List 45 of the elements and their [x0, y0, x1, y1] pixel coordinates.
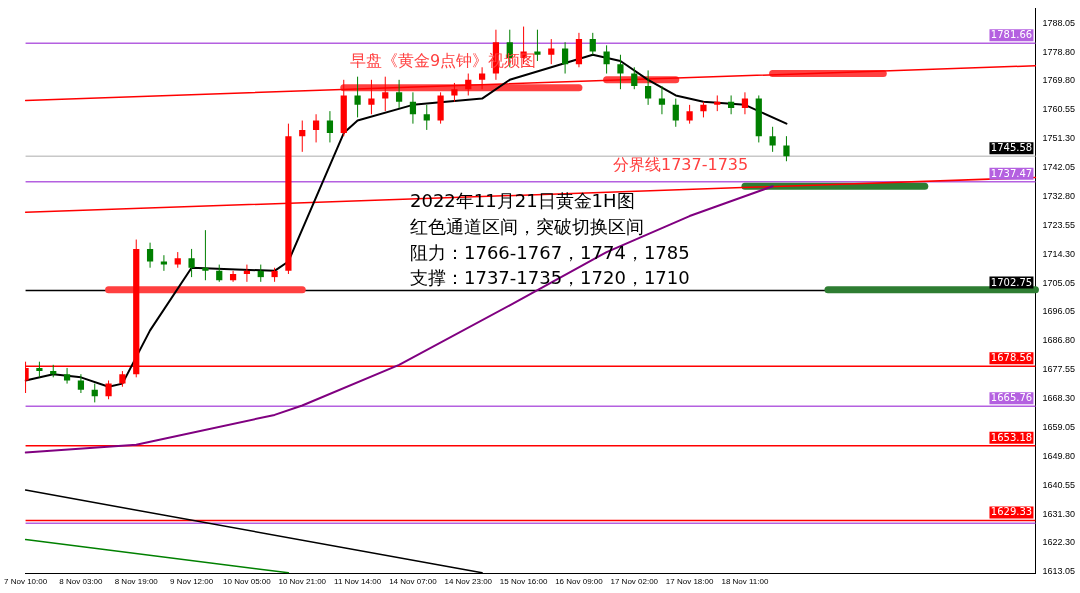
y-tick-label: 1640.55	[1042, 479, 1076, 490]
y-tick-label: 1760.55	[1042, 103, 1076, 114]
ref-line-label: 1653.18	[990, 431, 1033, 443]
annotation: 红色通道区间，突破切换区间	[410, 216, 644, 237]
y-tick-label: 1659.05	[1042, 421, 1076, 432]
y-tick-label: 1696.05	[1042, 305, 1076, 316]
x-tick-label: 18 Nov 11:00	[721, 577, 769, 587]
x-tick-label: 14 Nov 07:00	[389, 577, 438, 587]
x-tick-label: 9 Nov 12:00	[170, 577, 214, 587]
x-tick-label: 15 Nov 16:00	[499, 577, 548, 587]
x-tick-label: 11 Nov 14:00	[334, 577, 382, 587]
x-tick-label: 14 Nov 23:00	[444, 577, 493, 587]
y-tick-label: 1613.05	[1042, 565, 1076, 576]
ref-line-label: 1665.76	[990, 392, 1033, 404]
y-tick-label: 1686.80	[1042, 334, 1076, 345]
x-tick-label: 10 Nov 05:00	[223, 577, 272, 587]
y-tick-label: 1677.55	[1042, 363, 1076, 374]
y-tick-label: 1751.30	[1042, 132, 1076, 143]
x-tick-label: 7 Nov 10:00	[4, 577, 48, 587]
y-tick-label: 1732.80	[1042, 190, 1076, 201]
x-tick-label: 8 Nov 03:00	[59, 577, 104, 587]
ref-line-label: 1678.56	[990, 352, 1033, 364]
x-tick-label: 17 Nov 02:00	[610, 577, 659, 587]
y-tick-label: 1788.05	[1042, 17, 1076, 28]
y-tick-label: 1742.05	[1042, 161, 1076, 172]
annotation: 支撑：1737-1735，1720，1710	[410, 267, 690, 288]
ref-line-label: 1745.58	[990, 142, 1033, 154]
ref-line-label: 1737.47	[990, 167, 1033, 179]
y-tick-label: 1649.80	[1042, 450, 1076, 461]
ref-line-label: 1781.66	[990, 29, 1033, 41]
x-tick-label: 8 Nov 19:00	[114, 577, 159, 587]
y-tick-label: 1714.30	[1042, 248, 1076, 259]
y-tick-label: 1705.05	[1042, 277, 1076, 288]
ref-line-label: 1702.75	[990, 276, 1033, 288]
y-tick-label: 1778.80	[1042, 46, 1076, 57]
annotation: 分界线1737-1735	[613, 155, 749, 174]
x-tick-label: 10 Nov 21:00	[278, 577, 327, 587]
y-tick-label: 1723.55	[1042, 219, 1076, 230]
x-tick-label: 16 Nov 09:00	[555, 577, 604, 587]
y-tick-label: 1622.30	[1042, 536, 1076, 547]
y-tick-label: 1769.80	[1042, 74, 1076, 85]
x-tick-label: 17 Nov 18:00	[665, 577, 714, 587]
y-tick-label: 1631.30	[1042, 508, 1076, 519]
y-tick-label: 1668.30	[1042, 392, 1076, 403]
ref-line-label: 1629.33	[990, 506, 1033, 518]
